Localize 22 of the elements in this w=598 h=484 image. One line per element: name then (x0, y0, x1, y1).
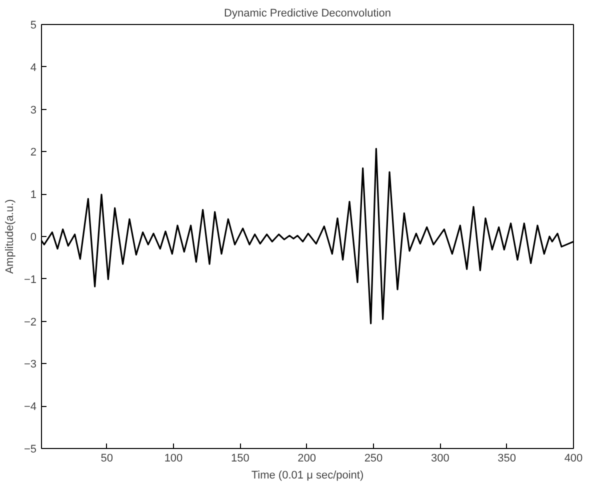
y-tick-label: −4 (24, 401, 37, 414)
y-tick-label: 2 (30, 146, 37, 159)
x-tick-label: 300 (430, 452, 450, 464)
x-tick-label: 200 (298, 452, 316, 464)
y-axis-title: Amplitude(a.u.) (4, 199, 16, 274)
y-tick-label: 4 (30, 62, 37, 74)
y-tick-label: −3 (24, 358, 37, 371)
x-tick-label: 400 (564, 452, 583, 464)
x-tick-label: 250 (364, 452, 383, 464)
y-tick-label: 5 (30, 20, 37, 32)
y-tick-label: −5 (24, 444, 37, 456)
x-tick-label: 350 (498, 452, 516, 464)
x-tick-label: 50 (100, 452, 113, 464)
chart-title: Dynamic Predictive Deconvolution (224, 8, 391, 20)
y-tick-label: 1 (30, 189, 37, 202)
x-tick-label: 100 (164, 452, 183, 464)
y-tick-label: −1 (24, 274, 37, 286)
x-tick-label: 150 (230, 452, 250, 464)
y-tick-label: 0 (30, 232, 37, 244)
y-tick-label: −2 (24, 316, 37, 328)
y-tick-label: 3 (30, 104, 37, 116)
x-axis-title: Time (0.01 μ sec/point) (251, 470, 364, 482)
